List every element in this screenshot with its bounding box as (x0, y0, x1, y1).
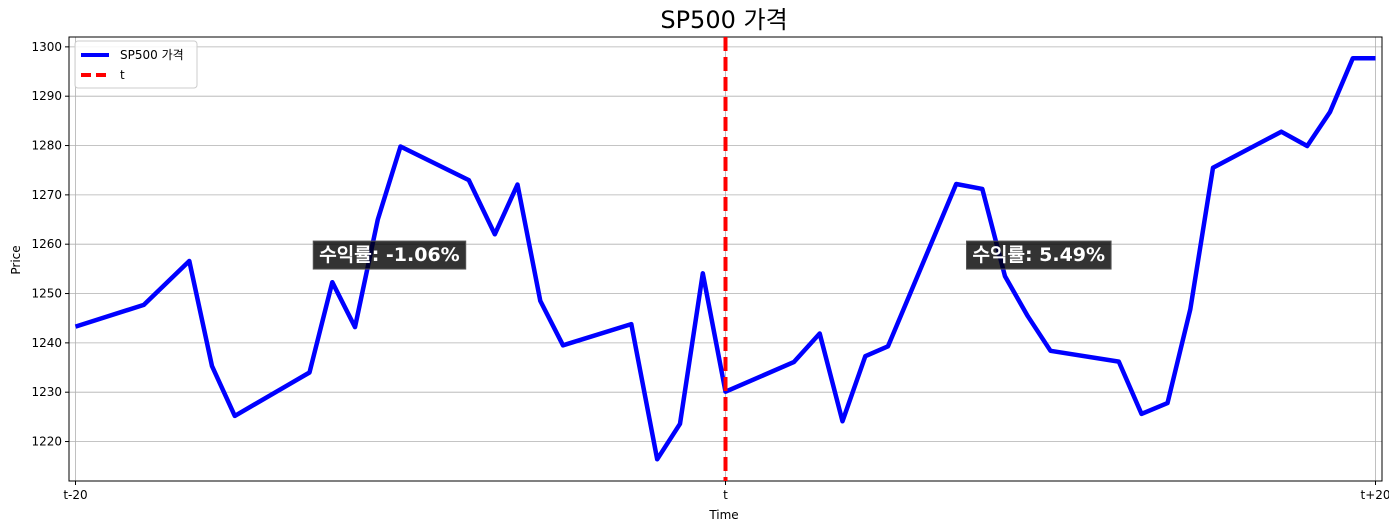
series-line-sp500 (74, 55, 1376, 462)
x-tick-label: t-20 (63, 488, 87, 502)
x-axis-label: Time (708, 508, 738, 522)
axis-ticks: 1220 1230 1240 1250 1260 1270 1280 1290 1300 t-20… (31, 40, 1389, 502)
series-layer (74, 55, 1376, 462)
y-tick-label: 1300 (31, 40, 62, 54)
y-tick-label: 1260 (31, 237, 62, 251)
annotation-text: 수익률: 5.49% (973, 244, 1106, 266)
legend-label-price: SP500 가격 (120, 48, 184, 62)
y-tick-label: 1270 (31, 188, 62, 202)
annotation-text: 수익률: -1.06% (319, 244, 459, 266)
legend-label-t: t (120, 68, 125, 82)
y-tick-label: 1240 (31, 336, 62, 350)
annotation-box (966, 240, 1112, 270)
y-tick-label: 1220 (31, 435, 62, 449)
y-tick-label: 1230 (31, 385, 62, 399)
x-tick-label: t+20 (1360, 488, 1389, 502)
y-tick-label: 1290 (31, 89, 62, 103)
annotation-box (312, 240, 467, 270)
y-tick-label: 1280 (31, 139, 62, 153)
x-tick-label: t (723, 488, 728, 502)
y-axis-label: Price (9, 245, 23, 274)
legend: SP500 가격 t (74, 40, 198, 89)
return-annotation: 수익률: 5.49% (966, 240, 1112, 270)
annotations: 수익률: -1.06% 수익률: 5.49% (312, 240, 1112, 270)
y-tick-label: 1250 (31, 287, 62, 301)
chart-title: SP500 가격 (660, 6, 787, 34)
return-annotation: 수익률: -1.06% (312, 240, 467, 270)
